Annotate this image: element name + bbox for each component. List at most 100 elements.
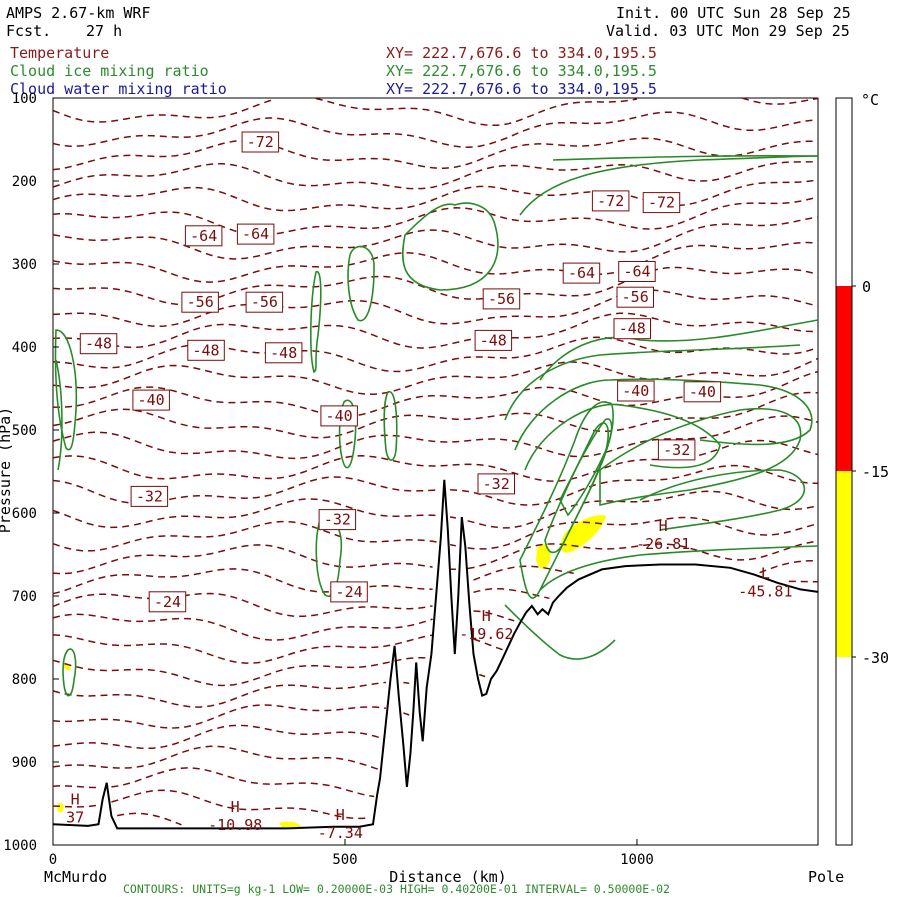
temperature-contour: [52, 111, 819, 148]
contour-footer: CONTOURS: UNITS=g kg-1 LOW= 0.20000E-03 …: [123, 882, 670, 896]
ice-contour: [514, 378, 813, 451]
temperature-label: -40: [689, 383, 716, 401]
scale-band: [836, 471, 852, 657]
temperature-label-box: [320, 405, 358, 427]
extremum-value: -7.34: [318, 824, 363, 842]
scale-band: [836, 657, 852, 845]
ice-contour: [347, 245, 375, 322]
field-temperature-xy: XY= 222.7,676.6 to 334.0,195.5: [386, 44, 657, 62]
extremum-value: -10.98: [208, 816, 262, 834]
temperature-label: -56: [251, 293, 278, 311]
x-tick-label: 500: [332, 852, 357, 868]
temperature-label-box: [236, 223, 275, 245]
x-right-end-label: Pole: [808, 868, 844, 886]
temperature-label: -72: [597, 192, 624, 210]
y-tick-label: 100: [12, 91, 37, 107]
temperature-label: -72: [247, 133, 274, 151]
temperature-contour: [52, 767, 375, 798]
temperature-label-box: [562, 262, 601, 284]
forecast-hours: 27 h: [86, 22, 123, 40]
temperature-contour: [52, 516, 819, 552]
temperature-contour: [52, 336, 819, 373]
ice-contour: [504, 604, 616, 660]
temperature-label-box: [241, 131, 280, 153]
temperature-label: -56: [488, 290, 515, 308]
temperature-label: -32: [136, 487, 163, 505]
y-tick-label: 500: [12, 423, 37, 439]
temperature-contour: [52, 216, 819, 260]
temperature-label-box: [683, 381, 722, 403]
ice-contour: [552, 155, 819, 161]
cloud-water-fill: [57, 802, 64, 813]
temperature-contour: [52, 178, 819, 212]
field-ice-label: Cloud ice mixing ratio: [10, 62, 209, 80]
temperature-label: -32: [324, 511, 351, 529]
temperature-contour: [52, 656, 486, 687]
temperature-label: -48: [192, 341, 219, 359]
cloud-water-fill: [561, 514, 606, 553]
temperature-contour: [52, 490, 819, 529]
temperature-label-box: [642, 192, 681, 214]
field-water-label: Cloud water mixing ratio: [10, 80, 227, 98]
scale-tick-label: -15: [862, 463, 889, 481]
temperature-contour: [52, 415, 819, 460]
temperature-contour: [52, 160, 819, 190]
temperature-label: -40: [326, 407, 353, 425]
temperature-label-box: [477, 473, 515, 495]
ice-contour: [524, 403, 721, 471]
ice-contour: [539, 319, 819, 381]
extremum-kind: H: [336, 806, 345, 824]
extremum-kind: H: [659, 517, 668, 535]
temperature-label-box: [613, 318, 651, 340]
temperature-contour: [52, 391, 819, 439]
ice-contour: [54, 329, 78, 451]
extremum-value: -19.62: [459, 625, 513, 643]
plot-frame: [52, 97, 819, 846]
temperature-label-box: [245, 291, 284, 313]
temperature-contour: [52, 634, 503, 664]
temperature-label: -48: [85, 335, 112, 353]
ice-contour: [519, 155, 819, 216]
temperature-label-box: [482, 288, 521, 310]
terrain-line: [52, 479, 819, 830]
temperature-label-box: [132, 389, 170, 411]
temperature-contour: [52, 137, 818, 171]
temperature-contour: [52, 266, 819, 306]
y-tick-label: 300: [12, 257, 37, 273]
y-tick-label: 600: [12, 506, 37, 522]
temperature-label-box: [617, 380, 655, 402]
forecast-label: Fcst.: [6, 22, 52, 40]
x-tick-label: 0: [49, 852, 57, 868]
temperature-contour: [52, 745, 381, 771]
temperature-label-box: [184, 225, 223, 247]
temperature-label-box: [130, 485, 169, 507]
x-tick-label: 1000: [620, 852, 654, 868]
temperature-label: -32: [483, 475, 510, 493]
ice-contour: [559, 418, 613, 517]
y-tick-label: 400: [12, 340, 37, 356]
init-time: Init. 00 UTC Sun 28 Sep 25: [616, 4, 851, 22]
temperature-label-box: [616, 286, 654, 308]
ice-contour: [539, 545, 819, 591]
ice-contour: [401, 202, 499, 291]
temperature-label-box: [264, 342, 303, 364]
extremum-kind: H: [71, 790, 80, 808]
temperature-label: -40: [622, 382, 649, 400]
temperature-contour: [52, 312, 819, 349]
temperature-label: -64: [568, 264, 595, 282]
temperature-label: -48: [480, 331, 507, 349]
temperature-label: -56: [187, 293, 214, 311]
temperature-label: -48: [270, 344, 297, 362]
temperature-label-box: [79, 333, 118, 355]
x-axis-title: Distance (km): [389, 868, 506, 886]
temperature-label: -24: [336, 583, 363, 601]
temperature-label: -64: [242, 225, 269, 243]
temperature-label-box: [591, 190, 630, 212]
ice-contour: [599, 408, 802, 507]
y-tick-label: 1000: [3, 838, 37, 854]
temperature-label-box: [657, 439, 696, 461]
temperature-label: -56: [622, 288, 649, 306]
temperature-label-box: [318, 509, 357, 531]
scale-tick-label: -30: [862, 649, 889, 667]
valid-time: Valid. 03 UTC Mon 29 Sep 25: [606, 22, 850, 40]
